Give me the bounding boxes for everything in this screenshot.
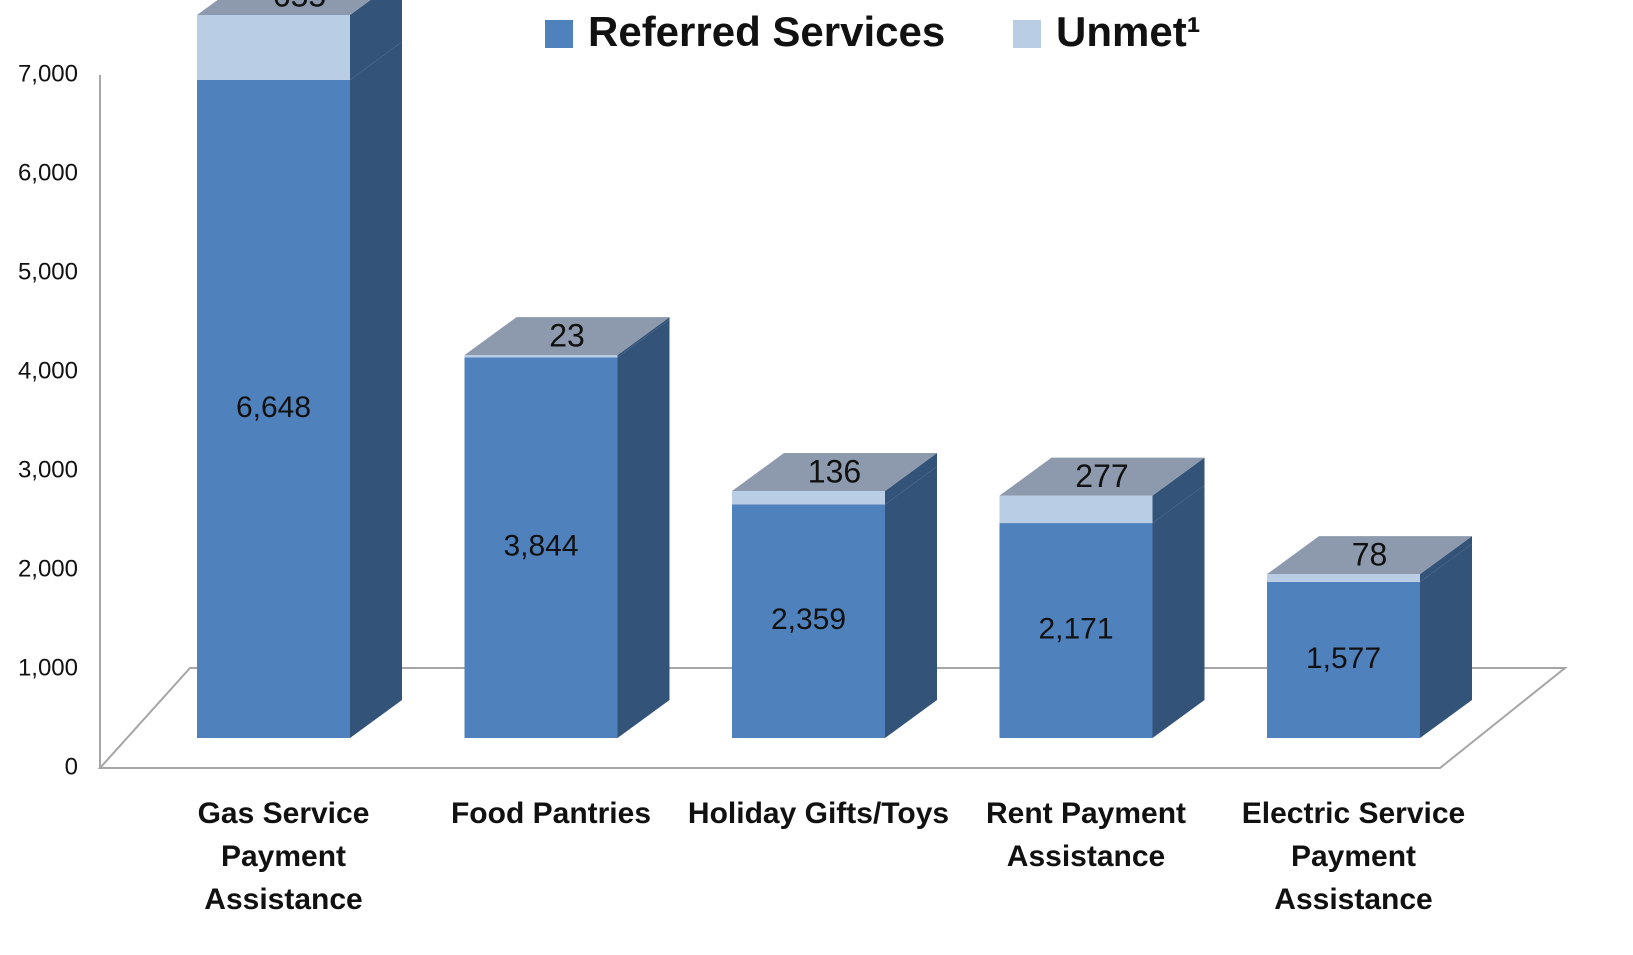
bar-top (197, 0, 371, 16)
data-label: 277 (1075, 458, 1128, 494)
legend-swatch (1013, 20, 1041, 48)
bar (197, 15, 350, 80)
bar-top (1267, 536, 1472, 575)
y-tick-label: 5,000 (18, 258, 78, 285)
bar-side (1420, 536, 1472, 582)
bar-side (350, 0, 402, 80)
bar-top (999, 457, 1205, 496)
y-tick-label: 1,000 (18, 654, 78, 681)
data-label: 23 (549, 318, 585, 354)
bar-side (885, 466, 937, 738)
bar (464, 355, 618, 358)
data-label: 2,359 (771, 603, 846, 636)
y-tick-label: 7,000 (18, 60, 78, 87)
x-tick-label: Gas Service Payment Assistance (197, 797, 370, 916)
y-tick-label: 4,000 (18, 357, 78, 384)
bar (1267, 574, 1420, 582)
bar (999, 523, 1153, 738)
data-label: 6,648 (236, 391, 311, 424)
x-tick-label: Electric Service Payment Assistance (1241, 797, 1466, 916)
bar (464, 357, 618, 738)
bar-side (1420, 543, 1472, 738)
y-tick-label: 2,000 (18, 555, 78, 582)
bar (732, 504, 885, 738)
bar-side (350, 41, 402, 738)
bar (999, 495, 1153, 524)
data-label: 3,844 (503, 530, 578, 563)
bar-side (1152, 485, 1205, 738)
y-tick-label: 0 (65, 753, 78, 780)
legend-label: Referred Services (588, 8, 945, 55)
x-tick-label: Food Pantries (450, 797, 652, 830)
bar (197, 79, 350, 738)
data-label: 136 (808, 453, 861, 489)
legend-label: Unmet¹ (1056, 8, 1201, 55)
bar-side (1152, 457, 1205, 524)
x-tick-label: Rent Payment Assistance (985, 797, 1187, 873)
bar-top (732, 452, 937, 491)
legend-swatch (545, 20, 573, 48)
bar-side (617, 319, 670, 738)
data-label: 78 (1352, 537, 1388, 573)
data-label: 655 (273, 0, 326, 13)
x-tick-label: Holiday Gifts/Toys (687, 797, 950, 830)
y-tick-label: 6,000 (18, 159, 78, 186)
bar (732, 490, 885, 505)
bar (1267, 581, 1420, 738)
y-tick-label: 3,000 (18, 456, 78, 483)
data-label: 2,171 (1038, 612, 1113, 645)
bar-side (885, 452, 937, 505)
floor (97, 667, 1568, 769)
bar-top (464, 317, 670, 356)
data-label: 1,577 (1306, 642, 1381, 675)
bar-side (617, 317, 670, 358)
